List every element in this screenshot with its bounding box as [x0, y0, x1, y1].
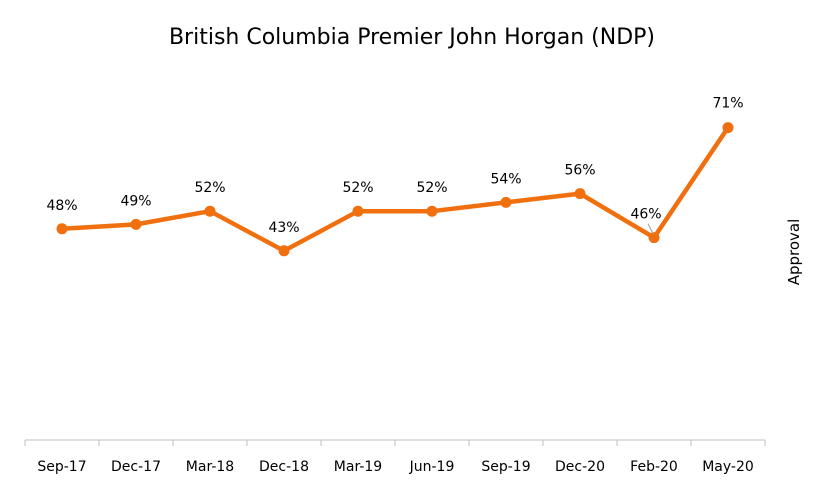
- data-point: [426, 205, 438, 217]
- data-label: 46%: [630, 207, 661, 223]
- x-tick-label: Mar-19: [334, 459, 382, 475]
- x-tick-label: Mar-18: [186, 459, 234, 475]
- x-tick-label: Jun-19: [409, 459, 455, 475]
- data-point: [648, 232, 660, 244]
- x-axis-labels: Sep-17 Dec-17 Mar-18 Dec-18 Mar-19 Jun-19 Sep-…: [37, 459, 753, 475]
- data-point: [204, 205, 216, 217]
- x-tick-label: Dec-18: [259, 459, 309, 475]
- data-label-leader: [647, 223, 654, 234]
- data-point: [352, 205, 364, 217]
- data-label: 56%: [564, 163, 595, 179]
- data-point: [130, 218, 142, 230]
- data-point: [56, 223, 68, 235]
- data-label: 52%: [342, 180, 373, 196]
- x-axis-ticks: [24, 440, 766, 446]
- data-label: 52%: [194, 180, 225, 196]
- data-label: 49%: [120, 193, 151, 209]
- x-tick-label: Sep-17: [37, 459, 86, 475]
- x-tick-label: May-20: [702, 459, 754, 475]
- data-point: [574, 188, 586, 200]
- x-tick-label: Sep-19: [481, 459, 530, 475]
- x-tick-label: Dec-20: [555, 459, 605, 475]
- chart-title: British Columbia Premier John Horgan (ND…: [169, 25, 655, 50]
- x-tick-label: Feb-20: [630, 459, 678, 475]
- data-labels: 48% 49% 52% 43% 52% 52% 54% 56% 46% 71%: [46, 96, 743, 236]
- series: [56, 122, 734, 257]
- data-label: 71%: [712, 96, 743, 112]
- series-line: [59, 125, 731, 254]
- data-label: 43%: [268, 220, 299, 236]
- y-axis-label: Approval: [785, 219, 803, 286]
- data-point: [722, 122, 734, 134]
- data-point: [500, 196, 512, 208]
- x-tick-label: Dec-17: [111, 459, 161, 475]
- data-point: [278, 245, 290, 257]
- data-label: 54%: [490, 171, 521, 187]
- data-label: 52%: [416, 180, 447, 196]
- data-label: 48%: [46, 198, 77, 214]
